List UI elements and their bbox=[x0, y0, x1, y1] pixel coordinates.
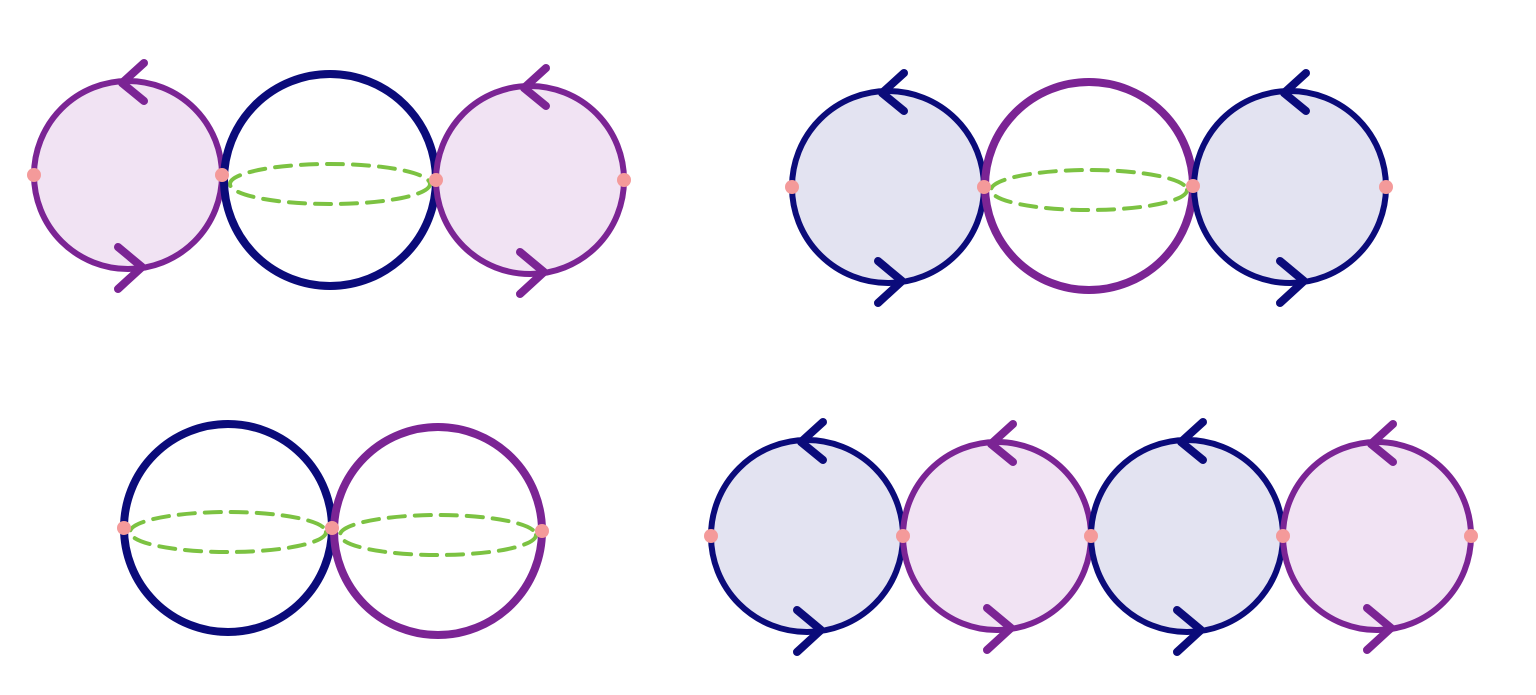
top-right-chain bbox=[785, 69, 1393, 307]
arrow-right-icon bbox=[983, 604, 1015, 654]
contact-point-dot bbox=[325, 521, 339, 535]
contact-point-dot bbox=[1464, 529, 1478, 543]
sphere-purple bbox=[900, 439, 1094, 633]
contact-point-dot bbox=[1186, 179, 1200, 193]
contact-point-dot bbox=[1379, 180, 1393, 194]
contact-point-dot bbox=[535, 524, 549, 538]
contact-point-dot bbox=[896, 529, 910, 543]
arrow-left-icon bbox=[1177, 418, 1207, 464]
sphere-navy bbox=[708, 437, 906, 635]
arrow-right-icon bbox=[516, 248, 548, 298]
equator-dashed-line bbox=[128, 510, 328, 554]
contact-point-dot bbox=[977, 180, 991, 194]
equator-dashed-line bbox=[989, 168, 1189, 212]
arrow-left-icon bbox=[520, 64, 550, 110]
contact-point-dot bbox=[117, 521, 131, 535]
sphere-navy bbox=[789, 88, 987, 286]
bottom-right-chain bbox=[704, 418, 1478, 656]
arrow-left-icon bbox=[1367, 420, 1397, 466]
contact-point-dot bbox=[27, 168, 41, 182]
contact-point-dot bbox=[785, 180, 799, 194]
arrow-left-icon bbox=[797, 418, 827, 464]
arrow-right-icon bbox=[1173, 606, 1205, 656]
equator-dashed-line bbox=[338, 513, 538, 557]
bottom-left-chain bbox=[117, 420, 549, 639]
arrow-left-icon bbox=[118, 59, 148, 105]
arrow-right-icon bbox=[1276, 257, 1308, 307]
sphere-navy bbox=[1191, 88, 1389, 286]
contact-point-dot bbox=[1084, 529, 1098, 543]
arrow-right-icon bbox=[1363, 604, 1395, 654]
contact-point-dot bbox=[1276, 529, 1290, 543]
arrow-left-icon bbox=[878, 69, 908, 115]
sphere-chains bbox=[27, 59, 1478, 656]
top-left-chain bbox=[27, 59, 631, 298]
arrow-left-icon bbox=[987, 420, 1017, 466]
contact-point-dot bbox=[429, 173, 443, 187]
contact-point-dot bbox=[704, 529, 718, 543]
sphere-navy bbox=[1088, 437, 1286, 635]
contact-point-dot bbox=[215, 168, 229, 182]
equator-dashed-line bbox=[228, 162, 432, 206]
sphere-purple bbox=[433, 83, 627, 277]
sphere-purple bbox=[31, 78, 225, 272]
arrow-right-icon bbox=[114, 243, 146, 293]
arrow-right-icon bbox=[874, 257, 906, 307]
sphere-purple bbox=[1280, 439, 1474, 633]
arrow-right-icon bbox=[793, 606, 825, 656]
contact-point-dot bbox=[617, 173, 631, 187]
arrow-left-icon bbox=[1280, 69, 1310, 115]
